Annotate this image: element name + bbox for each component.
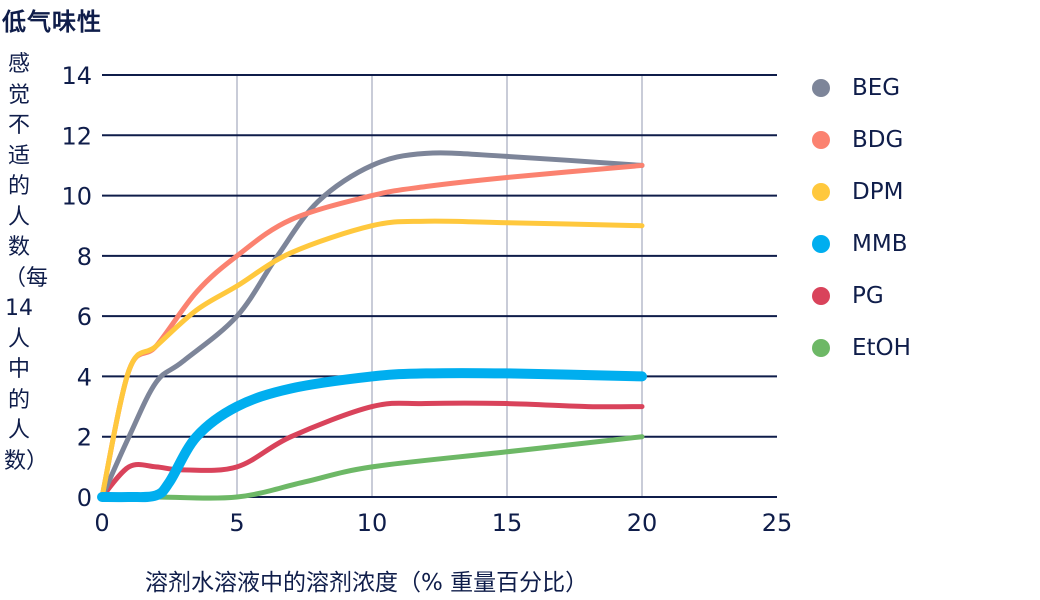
x-axis-ticks: 0 5 10 15 20 25	[94, 509, 792, 537]
x-tick-label: 20	[627, 509, 658, 537]
horizontal-gridlines	[102, 74, 777, 498]
dpm-dot-icon	[812, 183, 830, 201]
x-axis-label: 溶剂水溶液中的溶剂浓度（% 重量百分比）	[145, 570, 589, 596]
series-lines	[97, 150, 647, 503]
x-tick-label: 25	[762, 509, 793, 537]
y-tick-label: 4	[77, 363, 92, 391]
pg-dot-icon	[812, 287, 830, 305]
x-tick-label: 15	[492, 509, 523, 537]
legend-item-mmb: MMB	[812, 218, 911, 270]
beg-dot-icon	[812, 79, 830, 97]
series-line-pg	[99, 400, 645, 500]
legend-label: DPM	[852, 179, 904, 205]
y-tick-label: 0	[77, 484, 92, 512]
legend-label: EtOH	[852, 335, 911, 361]
y-tick-label: 8	[77, 243, 92, 271]
series-line-mmb	[97, 368, 647, 503]
legend-item-beg: BEG	[812, 62, 911, 114]
legend-item-pg: PG	[812, 270, 911, 322]
legend-label: MMB	[852, 231, 908, 257]
legend-label: BDG	[852, 127, 904, 153]
legend-item-bdg: BDG	[812, 114, 911, 166]
y-axis-ticks: 0 2 4 6 8 10 12 14	[61, 62, 92, 512]
x-tick-label: 5	[229, 509, 244, 537]
chart-title: 低气味性	[2, 8, 102, 36]
x-tick-label: 10	[357, 509, 388, 537]
legend-label: BEG	[852, 75, 901, 101]
series-line-dpm	[99, 218, 645, 500]
legend: BEG BDG DPM MMB PG EtOH	[812, 62, 911, 374]
y-tick-label: 14	[61, 62, 92, 90]
legend-item-etoh: EtOH	[812, 322, 911, 374]
y-tick-label: 12	[61, 122, 92, 150]
y-tick-label: 2	[77, 424, 92, 452]
legend-item-dpm: DPM	[812, 166, 911, 218]
y-tick-label: 10	[61, 183, 92, 211]
etoh-dot-icon	[812, 339, 830, 357]
legend-label: PG	[852, 283, 884, 309]
bdg-dot-icon	[812, 131, 830, 149]
y-tick-label: 6	[77, 303, 92, 331]
mmb-dot-icon	[812, 235, 830, 253]
x-tick-label: 0	[94, 509, 109, 537]
series-line-beg	[99, 150, 645, 500]
